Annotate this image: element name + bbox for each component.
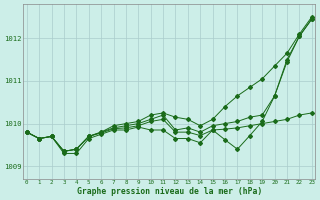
X-axis label: Graphe pression niveau de la mer (hPa): Graphe pression niveau de la mer (hPa) xyxy=(77,187,262,196)
